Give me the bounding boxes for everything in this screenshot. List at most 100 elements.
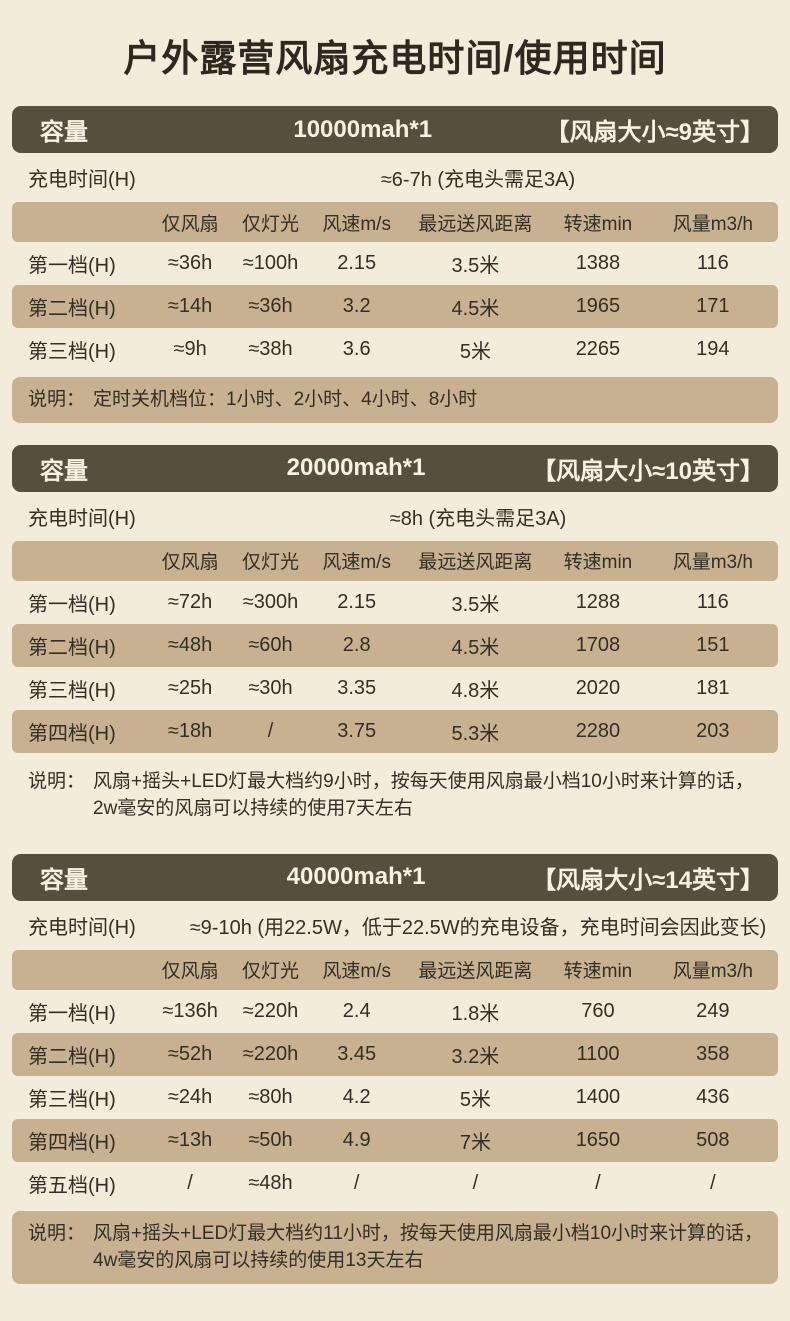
table-row: 第一档(H) ≈72h ≈300h 2.15 3.5米 1288 116 — [12, 581, 778, 624]
table-cell: 181 — [696, 676, 730, 699]
charge-time-value: ≈8h (充电头需足3A) — [389, 507, 567, 530]
note-label: 说明： — [28, 389, 86, 410]
charge-time-label: 充电时间(H) — [28, 916, 136, 939]
table-cell: ≈72h — [167, 590, 213, 613]
capacity-label: 容量 — [40, 119, 88, 146]
note-row: 说明： 风扇+摇头+LED灯最大档约9小时，按每天使用风扇最小档10小时来计算的话… — [12, 759, 778, 832]
table-cell: ≈300h — [242, 590, 299, 613]
note-text: 定时关机档位：1小时、2小时、4小时、8小时 — [93, 389, 478, 410]
table-cell: ≈25h — [167, 676, 213, 699]
table-cell: 1965 — [575, 295, 621, 317]
table-cell: ≈38h — [248, 338, 293, 360]
table-cell: ≈13h — [167, 1128, 213, 1151]
table-cell: 2280 — [575, 719, 621, 742]
note-row: 说明： 定时关机档位：1小时、2小时、4小时、8小时 — [12, 377, 778, 423]
note-text: 风扇+摇头+LED灯最大档约11小时，按每天使用风扇最小档10小时来计算的话，4… — [93, 1222, 764, 1272]
row-label: 第四档(H) — [28, 722, 116, 745]
table-cell: ≈24h — [167, 1085, 213, 1108]
table-cell: 5.3米 — [451, 722, 500, 745]
table-row: 第三档(H) ≈25h ≈30h 3.35 4.8米 2020 181 — [12, 667, 778, 710]
charge-time-row: 充电时间(H) ≈8h (充电头需足3A) — [12, 492, 778, 541]
charge-time-value: ≈9-10h (用22.5W，低于22.5W的充电设备，充电时间会因此变长) — [189, 916, 767, 939]
fan-size-label: 【风扇大小≈14英寸】 — [532, 866, 764, 894]
column-header: 风量m3/h — [672, 552, 753, 574]
table-cell: 760 — [581, 999, 615, 1022]
table-cell: 436 — [696, 1085, 730, 1108]
table-cell: ≈80h — [248, 1085, 293, 1108]
table-cell: ≈136h — [162, 999, 218, 1022]
fan-size-label: 【风扇大小≈9英寸】 — [545, 119, 764, 146]
capacity-value: 20000mah*1 — [286, 454, 426, 482]
note-label: 说明： — [28, 1222, 86, 1244]
table-cell: ≈48h — [167, 633, 213, 656]
charge-time-label: 充电时间(H) — [28, 507, 136, 530]
table-row: 第一档(H) ≈136h ≈220h 2.4 1.8米 760 249 — [12, 990, 778, 1033]
table-cell: ≈50h — [248, 1128, 293, 1151]
row-label: 第一档(H) — [28, 593, 116, 616]
table-cell: ≈30h — [248, 676, 293, 699]
column-header: 转速min — [563, 961, 633, 983]
table-cell: 4.9 — [342, 1128, 371, 1151]
table-cell: 116 — [696, 252, 729, 274]
table-cell: 4.8米 — [451, 679, 500, 702]
column-header: 仅风扇 — [161, 213, 219, 235]
table-cell: 7米 — [459, 1131, 491, 1154]
column-header-row: 仅风扇 仅灯光 风速m/s 最远送风距离 转速min 风量m3/h — [12, 202, 778, 242]
table-row: 第三档(H) ≈24h ≈80h 4.2 5米 1400 436 — [12, 1076, 778, 1119]
row-label: 第二档(H) — [28, 1045, 116, 1068]
table-cell: ≈14h — [167, 295, 213, 317]
row-label: 第一档(H) — [28, 1002, 116, 1025]
spec-section-10000mah*1: 容量 10000mah*1 【风扇大小≈9英寸】充电时间(H) ≈6-7h (充电头需… — [12, 106, 778, 423]
table-cell: 358 — [696, 1042, 730, 1065]
table-cell: 3.2 — [342, 295, 371, 317]
table-cell: 1100 — [576, 1042, 620, 1065]
table-cell: ≈9h — [173, 338, 207, 360]
charge-time-row: 充电时间(H) ≈9-10h (用22.5W，低于22.5W的充电设备，充电时间会… — [12, 901, 778, 950]
column-header: 风速m/s — [322, 961, 391, 983]
table-cell: 2.8 — [342, 633, 371, 656]
table-cell: ≈36h — [167, 252, 213, 274]
table-cell: / — [353, 1171, 360, 1194]
table-row: 第四档(H) ≈18h / 3.75 5.3米 2280 203 — [12, 709, 778, 753]
table-cell: 3.2米 — [451, 1045, 500, 1068]
row-label: 第四档(H) — [28, 1131, 116, 1154]
column-header: 最远送风距离 — [418, 213, 533, 235]
column-header: 转速min — [563, 213, 633, 235]
spec-section-40000mah*1: 容量 40000mah*1 【风扇大小≈14英寸】 充电时间(H) ≈9-10h (用2… — [12, 853, 778, 1284]
capacity-value: 10000mah*1 — [293, 115, 433, 143]
table-cell: 2.4 — [342, 999, 371, 1022]
table-cell: 3.35 — [337, 676, 377, 699]
column-header: 仅风扇 — [161, 961, 219, 983]
table-cell: ≈220h — [242, 999, 299, 1022]
column-header-row: 仅风扇 仅灯光 风速m/s 最远送风距离 转速min 风量m3/h — [12, 540, 778, 581]
table-cell: / — [595, 1171, 601, 1194]
table-cell: 2.15 — [337, 590, 377, 613]
table-cell: 5米 — [459, 341, 491, 363]
table-cell: 2265 — [575, 338, 621, 360]
column-header: 风量m3/h — [672, 961, 753, 983]
table-cell: ≈52h — [167, 1042, 213, 1065]
table-cell: 3.6 — [342, 338, 371, 360]
note-row: 说明： 风扇+摇头+LED灯最大档约11小时，按每天使用风扇最小档10小时来计算的… — [12, 1210, 778, 1284]
fan-size-label: 【风扇大小≈10英寸】 — [532, 457, 764, 485]
spec-sheet: 户外露营风扇充电时间/使用时间 容量 10000mah*1 【风扇大小≈9英寸】 充电… — [12, 38, 778, 1284]
column-header: 仅风扇 — [161, 552, 219, 574]
table-cell: / — [187, 1171, 193, 1194]
table-cell: / — [472, 1171, 479, 1194]
capacity-header: 容量 10000mah*1 【风扇大小≈9英寸】 — [12, 106, 778, 153]
column-header: 仅灯光 — [242, 961, 300, 983]
column-header: 最远送风距离 — [418, 552, 533, 574]
table-cell: 1288 — [575, 590, 621, 613]
table-cell: 171 — [696, 295, 730, 317]
charge-time-value: ≈6-7h (充电头需足3A) — [380, 169, 576, 191]
capacity-label: 容量 — [40, 457, 88, 485]
row-label: 第五档(H) — [28, 1174, 116, 1197]
row-label: 第三档(H) — [28, 679, 116, 702]
table-cell: / — [267, 719, 274, 742]
table-cell: 1708 — [575, 633, 621, 656]
table-cell: 3.5米 — [451, 593, 500, 616]
charge-time-label: 充电时间(H) — [28, 169, 136, 191]
table-cell: 116 — [696, 590, 729, 613]
column-header: 仅灯光 — [242, 213, 300, 235]
table-cell: 3.45 — [337, 1042, 377, 1065]
